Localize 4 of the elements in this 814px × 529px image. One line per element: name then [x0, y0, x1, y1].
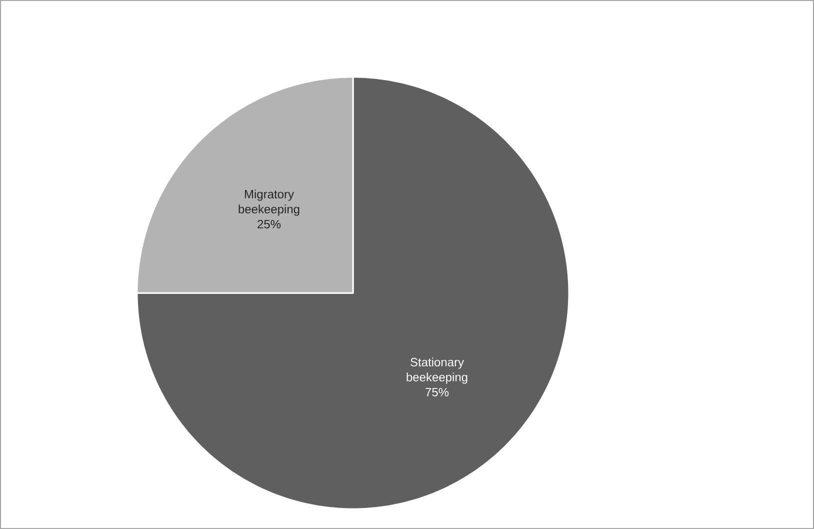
slice-label: Stationary beekeeping — [406, 358, 468, 384]
data-label: 25% — [258, 220, 281, 228]
slice-label: Migratory beekeeping — [238, 190, 300, 216]
data-label: 75% — [426, 388, 449, 396]
